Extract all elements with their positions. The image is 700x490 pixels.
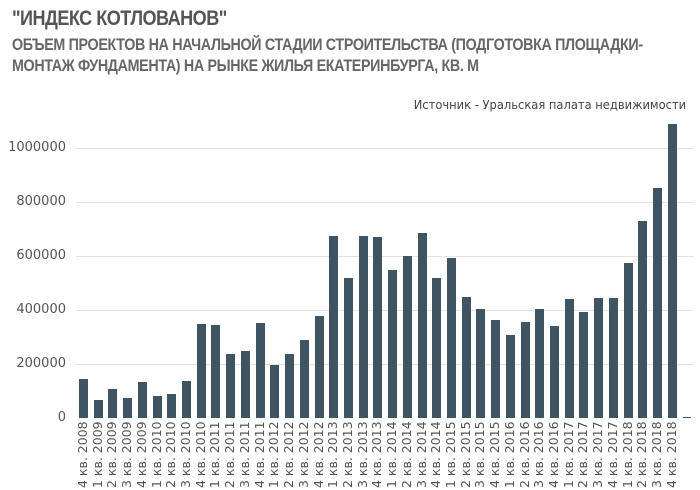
bar <box>476 309 485 418</box>
bar <box>521 322 530 418</box>
x-tick-label: 2 кв. 2014 <box>399 421 414 488</box>
x-tick-label: 3 кв. 2013 <box>355 421 370 488</box>
x-tick-label: 2 кв. 2010 <box>163 421 178 488</box>
bar <box>462 297 471 418</box>
x-tick-label: 4 кв. 2008 <box>75 421 90 488</box>
bar <box>373 237 382 418</box>
bar <box>167 394 176 418</box>
bar <box>447 258 456 418</box>
bar <box>594 298 603 418</box>
y-tick-label: 800000 <box>16 194 66 209</box>
bar <box>638 221 647 418</box>
x-tick-label: 1 кв. 2015 <box>443 421 458 488</box>
bar <box>329 236 338 418</box>
y-tick-label: 400000 <box>16 302 66 317</box>
x-tick-label: 2 кв. 2018 <box>634 421 649 488</box>
axis-end-marker <box>683 417 691 418</box>
x-tick-label: 4 кв. 2016 <box>546 421 561 488</box>
x-tick-label: 1 кв. 2012 <box>266 421 281 488</box>
gridline <box>76 202 694 203</box>
bar <box>300 340 309 418</box>
x-tick-label: 2 кв. 2013 <box>340 421 355 488</box>
x-tick-label: 2 кв. 2015 <box>458 421 473 488</box>
x-tick-label: 4 кв. 2011 <box>252 421 267 488</box>
bar <box>226 354 235 418</box>
bar <box>403 256 412 418</box>
x-tick-label: 3 кв. 2012 <box>296 421 311 488</box>
bar <box>108 389 117 418</box>
x-tick-label: 3 кв. 2014 <box>414 421 429 488</box>
bar <box>624 263 633 418</box>
gridline <box>76 148 694 149</box>
x-tick-label: 3 кв. 2015 <box>472 421 487 488</box>
chart-source: Источник - Уральская палата недвижимости <box>413 97 686 112</box>
x-tick-label: 3 кв. 2018 <box>649 421 664 488</box>
bar <box>123 398 132 418</box>
bar <box>138 382 147 418</box>
bar <box>609 298 618 418</box>
bar <box>344 278 353 418</box>
x-tick-label: 2 кв. 2009 <box>104 421 119 488</box>
bar <box>653 188 662 418</box>
y-tick-label: 0 <box>57 410 66 425</box>
x-tick-label: 4 кв. 2014 <box>428 421 443 488</box>
x-tick-label: 4 кв. 2015 <box>487 421 502 488</box>
gridline <box>76 256 694 257</box>
y-tick-label: 200000 <box>16 356 66 371</box>
x-tick-label: 1 кв. 2010 <box>149 421 164 488</box>
x-tick-label: 4 кв. 2017 <box>605 421 620 488</box>
bar <box>668 124 677 418</box>
bar <box>388 270 397 418</box>
x-tick-label: 4 кв. 2010 <box>193 421 208 488</box>
bar <box>182 381 191 418</box>
bar <box>579 312 588 418</box>
x-tick-label: 2 кв. 2012 <box>281 421 296 488</box>
x-tick-label: 1 кв. 2017 <box>561 421 576 488</box>
x-tick-label: 4 кв. 2009 <box>134 421 149 488</box>
x-tick-label: 3 кв. 2011 <box>237 421 252 488</box>
bar <box>432 278 441 418</box>
gridline <box>76 310 694 311</box>
bar <box>491 320 500 418</box>
bar <box>256 323 265 418</box>
x-tick-label: 4 кв. 2013 <box>369 421 384 488</box>
x-tick-label: 1 кв. 2009 <box>90 421 105 488</box>
x-tick-label: 2 кв. 2011 <box>222 421 237 488</box>
x-tick-label: 4 кв. 2018 <box>664 421 679 488</box>
bar <box>79 379 88 418</box>
x-tick-label: 1 кв. 2014 <box>384 421 399 488</box>
chart-subtitle: ОБЪЕМ ПРОЕКТОВ НА НАЧАЛЬНОЙ СТАДИИ СТРОИ… <box>12 35 643 75</box>
y-tick-label: 1000000 <box>8 140 66 155</box>
bar <box>285 354 294 418</box>
x-tick-label: 1 кв. 2016 <box>502 421 517 488</box>
bar <box>550 326 559 418</box>
gridline <box>76 364 694 365</box>
y-tick-label: 600000 <box>16 248 66 263</box>
bar <box>359 236 368 418</box>
bar <box>153 396 162 418</box>
x-tick-label: 1 кв. 2018 <box>620 421 635 488</box>
x-tick-label: 3 кв. 2010 <box>178 421 193 488</box>
x-tick-label: 4 кв. 2012 <box>311 421 326 488</box>
bar <box>211 325 220 418</box>
bar <box>197 324 206 418</box>
x-tick-label: 1 кв. 2011 <box>207 421 222 488</box>
x-tick-label: 3 кв. 2009 <box>119 421 134 488</box>
x-tick-label: 3 кв. 2016 <box>531 421 546 488</box>
bar <box>94 400 103 418</box>
x-tick-label: 1 кв. 2013 <box>325 421 340 488</box>
bar <box>315 316 324 418</box>
x-tick-label: 3 кв. 2017 <box>590 421 605 488</box>
x-tick-label: 2 кв. 2017 <box>575 421 590 488</box>
bar <box>270 365 279 418</box>
x-tick-label: 2 кв. 2016 <box>517 421 532 488</box>
bar <box>565 299 574 418</box>
bar <box>506 335 515 418</box>
bar <box>241 351 250 418</box>
chart-title: "ИНДЕКС КОТЛОВАНОВ" <box>12 7 227 30</box>
bar <box>418 233 427 418</box>
bar <box>535 309 544 418</box>
